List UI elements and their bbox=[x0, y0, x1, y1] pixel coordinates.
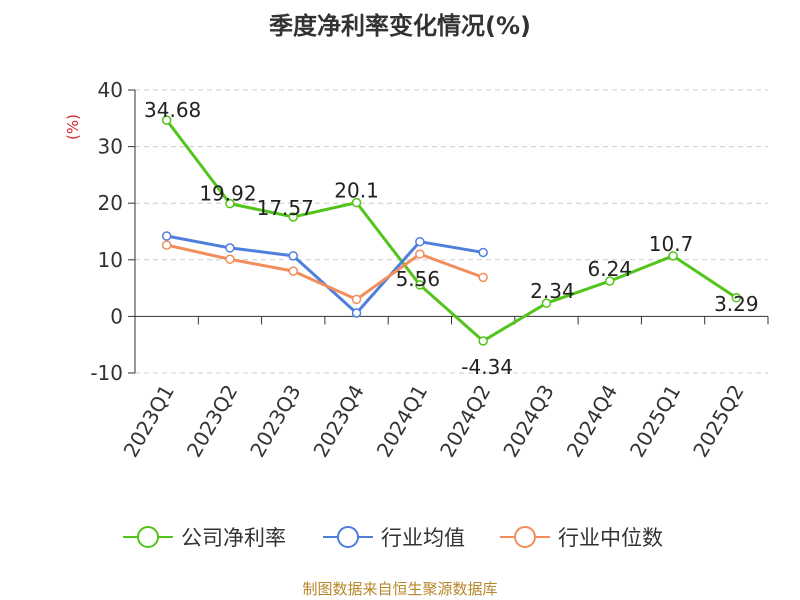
y-tick-label: 20 bbox=[98, 191, 123, 215]
data-point bbox=[288, 266, 298, 276]
data-point bbox=[478, 247, 488, 258]
data-point bbox=[225, 254, 235, 264]
legend-item-1: 行业均值 bbox=[323, 526, 465, 550]
data-label: 17.57 bbox=[257, 196, 314, 220]
data-label: 10.7 bbox=[649, 232, 694, 256]
legend-item-2: 行业中位数 bbox=[500, 526, 663, 550]
legend-item-0: 公司净利率 bbox=[123, 526, 286, 550]
data-point bbox=[415, 280, 425, 290]
data-point bbox=[161, 115, 172, 125]
data-point bbox=[351, 197, 362, 208]
legend-label: 行业中位数 bbox=[558, 526, 663, 550]
x-tick-label: 2024Q1 bbox=[372, 381, 432, 462]
data-point bbox=[731, 293, 742, 303]
data-point bbox=[415, 236, 425, 247]
data-point bbox=[288, 212, 298, 222]
legend-marker bbox=[337, 526, 359, 548]
data-label: 34.68 bbox=[144, 98, 201, 122]
data-point bbox=[478, 272, 488, 283]
data-point bbox=[351, 294, 362, 305]
data-label: 19.92 bbox=[199, 182, 256, 206]
data-point bbox=[668, 251, 678, 261]
x-tick-label: 2024Q2 bbox=[435, 381, 495, 462]
chart-title: 季度净利率变化情况(%) bbox=[269, 12, 531, 40]
data-point bbox=[161, 240, 172, 250]
data-point bbox=[225, 198, 235, 209]
legend: 公司净利率 行业均值 行业中位数 bbox=[123, 526, 663, 550]
y-axis-title: (%) bbox=[64, 114, 82, 140]
data-point bbox=[161, 231, 172, 241]
data-point bbox=[351, 308, 362, 318]
x-tick-label: 2023Q3 bbox=[245, 381, 305, 462]
legend-marker bbox=[137, 526, 159, 548]
data-point bbox=[541, 298, 552, 308]
series-lines bbox=[161, 115, 742, 346]
y-tick-label: 10 bbox=[98, 248, 123, 272]
grid-lines bbox=[135, 89, 768, 374]
x-tick-label: 2023Q2 bbox=[182, 381, 242, 462]
x-tick-label: 2023Q1 bbox=[119, 381, 179, 462]
data-label: 2.34 bbox=[530, 279, 575, 303]
x-tick-label: 2024Q4 bbox=[562, 381, 622, 462]
data-point bbox=[415, 249, 425, 259]
data-label: 5.56 bbox=[396, 267, 441, 291]
data-label: 6.24 bbox=[587, 257, 632, 281]
series-line-2 bbox=[166, 243, 484, 301]
source-note: 制图数据来自恒生聚源数据库 bbox=[302, 580, 498, 598]
data-point bbox=[225, 243, 235, 253]
data-label: 20.1 bbox=[334, 179, 379, 203]
legend-marker bbox=[514, 526, 536, 548]
y-tick-label: 30 bbox=[98, 135, 123, 159]
x-tick-label: 2023Q4 bbox=[308, 381, 368, 462]
series-line-0 bbox=[165, 119, 738, 343]
data-point bbox=[478, 336, 488, 346]
y-tick-label: -10 bbox=[90, 361, 123, 385]
y-tick-label: 40 bbox=[98, 78, 123, 102]
data-label: 3.29 bbox=[714, 292, 759, 316]
legend-label: 公司净利率 bbox=[181, 526, 286, 550]
x-tick-label: 2025Q2 bbox=[688, 381, 748, 462]
y-tick-label: 0 bbox=[110, 304, 123, 328]
x-tick-label: 2024Q3 bbox=[498, 381, 558, 462]
legend-label: 行业均值 bbox=[381, 526, 465, 550]
data-label: -4.34 bbox=[461, 355, 513, 379]
data-point bbox=[288, 251, 298, 261]
x-tick-label: 2025Q1 bbox=[625, 381, 685, 462]
data-point bbox=[605, 276, 615, 286]
